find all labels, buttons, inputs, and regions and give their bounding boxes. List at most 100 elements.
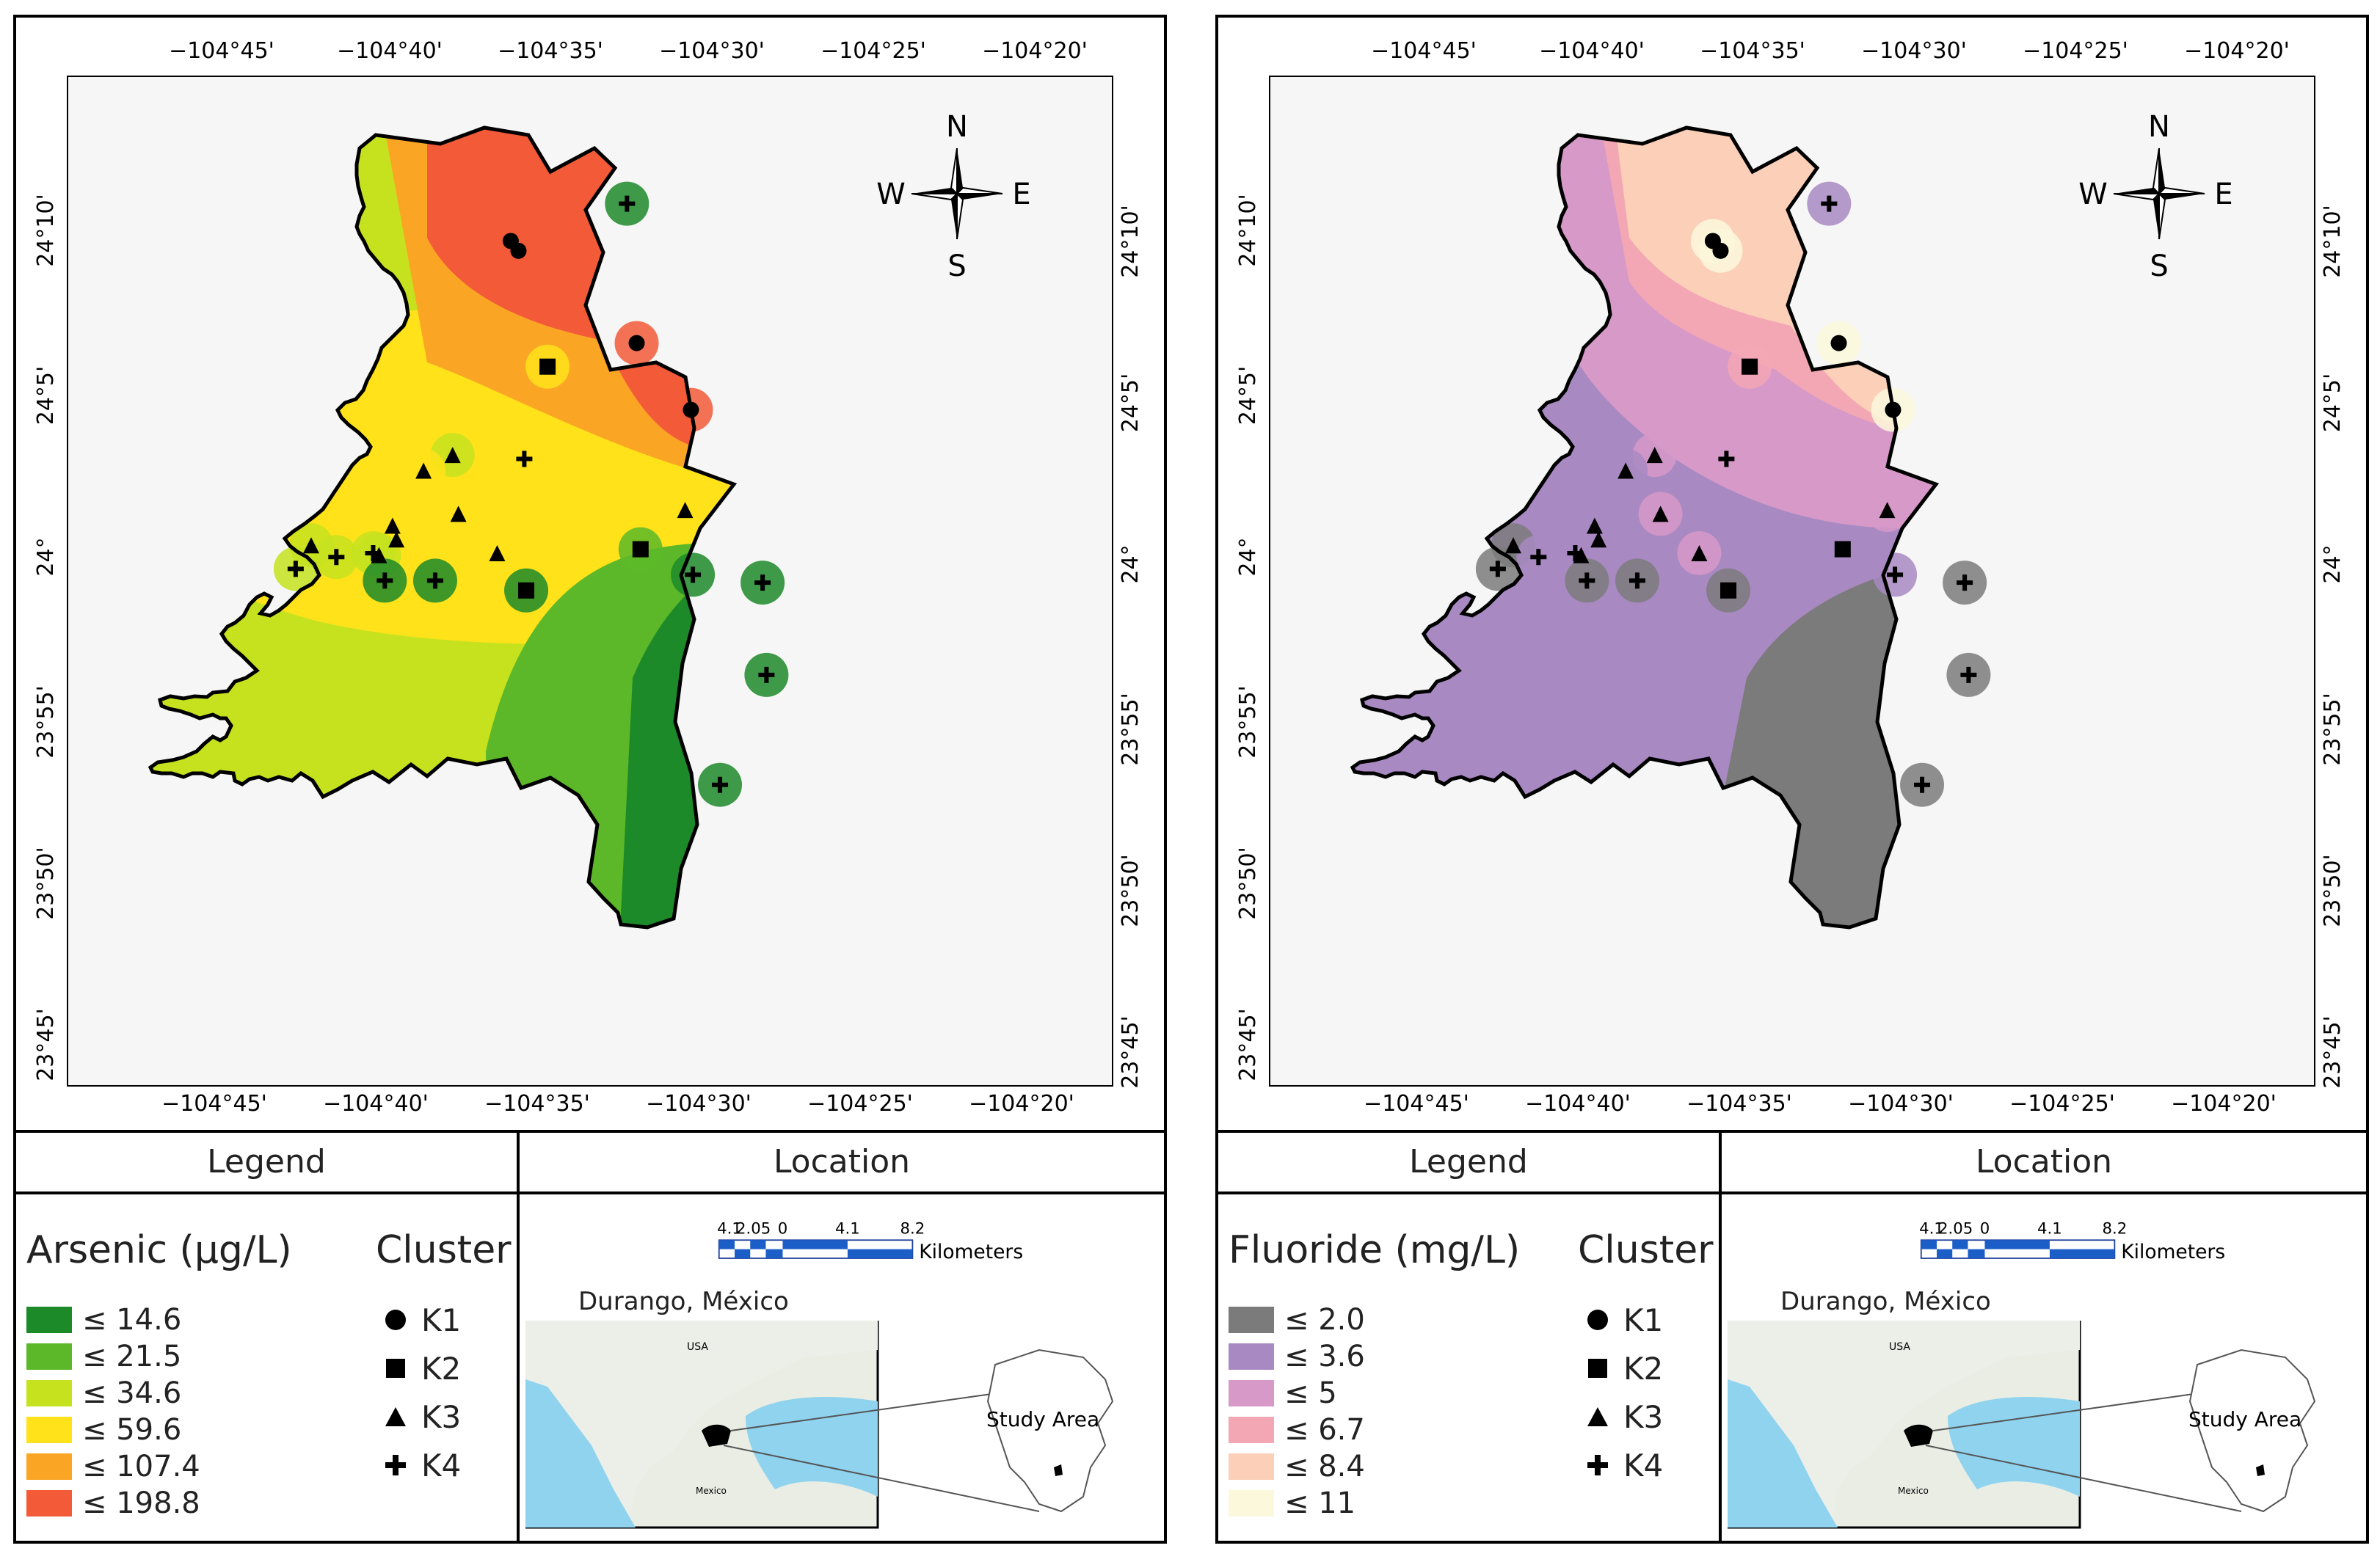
square-icon: [386, 1359, 405, 1378]
legend-class: ≤ 2.0: [1229, 1302, 1365, 1338]
cluster-k1: K1: [383, 1296, 461, 1344]
legend-class: ≤ 34.6: [26, 1375, 200, 1412]
legend-class: ≤ 3.6: [1229, 1338, 1365, 1375]
svg-text:−104°20': −104°20': [982, 38, 1088, 64]
arsenic-map-panel: N S E W −104°45' −104°40' −104°35' −104°…: [13, 15, 1167, 1544]
svg-text:23°55': 23°55': [2320, 693, 2346, 766]
svg-text:24°10': 24°10': [33, 194, 59, 267]
compass-n: N: [946, 110, 968, 144]
triangle-icon: [1587, 1407, 1608, 1426]
svg-text:24°5': 24°5': [2320, 373, 2346, 433]
sample-point-k4: [1628, 572, 1645, 589]
sample-point-k3: [384, 517, 401, 534]
svg-text:24°10': 24°10': [1235, 194, 1261, 267]
svg-text:−104°45': −104°45': [161, 1091, 267, 1117]
svg-text:23°45': 23°45': [1235, 1008, 1261, 1081]
sample-point-k3: [1691, 544, 1708, 561]
inset-usa-label: USA: [687, 1341, 708, 1353]
cluster-k2: K2: [383, 1344, 461, 1393]
scale-unit: Kilometers: [2121, 1241, 2225, 1263]
svg-text:4.1: 4.1: [835, 1219, 860, 1238]
svg-text:−104°35': −104°35': [498, 38, 603, 64]
circle-icon: [1587, 1310, 1608, 1330]
svg-text:−104°30': −104°30': [1848, 1091, 1954, 1117]
svg-text:23°55': 23°55': [33, 685, 59, 759]
class-list: ≤ 2.0 ≤ 3.6 ≤ 5 ≤ 6.7 ≤ 8.4 ≤ 11: [1229, 1302, 1365, 1522]
svg-text:23°55': 23°55': [1235, 685, 1261, 759]
legend-header: Legend: [16, 1133, 517, 1194]
sample-point-k4: [1957, 574, 1973, 591]
svg-text:23°45': 23°45': [2320, 1015, 2346, 1089]
longitude-ticks-bottom: −104°45' −104°40' −104°35' −104°30' −104…: [161, 1091, 1074, 1117]
svg-text:−104°35': −104°35': [484, 1091, 590, 1117]
compass-s: S: [947, 249, 966, 283]
svg-text:2.05: 2.05: [1938, 1219, 1973, 1238]
latitude-ticks-right: 24°10' 24°5' 24° 23°55' 23°50' 23°45': [1118, 205, 1143, 1089]
svg-text:−104°45': −104°45': [169, 38, 274, 64]
sample-point-k4: [685, 566, 702, 583]
location: Location 4.1 2.05 0 4.1 8.2 Kilometers D…: [520, 1133, 1164, 1544]
sample-point-k4: [365, 544, 382, 561]
sample-point-k3: [388, 531, 405, 548]
study-area-label: Study Area: [2188, 1407, 2301, 1431]
sample-point-k4: [712, 776, 729, 793]
sample-point-k4: [1960, 666, 1977, 683]
svg-text:23°45': 23°45': [33, 1008, 59, 1081]
sample-point-k4: [516, 450, 533, 467]
arsenic-map: N S E W −104°45' −104°40' −104°35' −104°…: [33, 38, 1143, 1117]
sample-point-k4: [328, 549, 345, 566]
svg-text:−104°20': −104°20': [2171, 1091, 2277, 1117]
sample-point-k4: [287, 561, 304, 577]
study-area-label: Study Area: [986, 1407, 1099, 1431]
inset-title: Durango, México: [1780, 1287, 1991, 1316]
svg-text:24°: 24°: [1235, 537, 1261, 576]
svg-text:−104°25': −104°25': [820, 38, 926, 64]
svg-text:24°5': 24°5': [1118, 373, 1143, 433]
location-inset: USA Mexico Study Area: [1728, 1321, 2316, 1529]
svg-text:23°50': 23°50': [1235, 847, 1261, 920]
fluoride-map: N S E W −104°45' −104°40' −104°35' −104°…: [1235, 38, 2346, 1117]
sample-point-k4: [1887, 566, 1904, 583]
sample-point-k1: [1712, 242, 1729, 259]
svg-text:23°50': 23°50': [1118, 854, 1143, 927]
sample-point-k4: [1914, 776, 1931, 793]
map-footer: Legend Fluoride (mg/L) Cluster ≤ 2.0 ≤ 3…: [1218, 1130, 2366, 1544]
svg-text:0: 0: [778, 1219, 788, 1238]
compass-rose: N S E W: [876, 110, 1030, 283]
compass-e: E: [1012, 178, 1030, 211]
scale-bar: 4.1 2.05 0 4.1 8.2 Kilometers: [1920, 1219, 2225, 1263]
circle-icon: [385, 1310, 406, 1330]
sample-point-k3: [1586, 517, 1603, 534]
sample-point-k3: [415, 462, 432, 479]
cluster-list: K1 K2 K3 K4: [1585, 1296, 1663, 1489]
sample-point-k3: [450, 506, 467, 522]
scale-unit: Kilometers: [919, 1241, 1023, 1263]
svg-text:−104°35': −104°35': [1700, 38, 1805, 64]
svg-text:−104°40': −104°40': [1539, 38, 1645, 64]
sample-point-k3: [1617, 462, 1634, 479]
svg-text:24°: 24°: [33, 537, 59, 576]
location-inset: USA Mexico Study Area: [525, 1321, 1114, 1529]
legend-header: Legend: [1218, 1133, 1719, 1194]
svg-text:−104°30': −104°30': [1861, 38, 1967, 64]
legend: Legend Fluoride (mg/L) Cluster ≤ 2.0 ≤ 3…: [1218, 1133, 1722, 1544]
sample-point-k1: [628, 335, 645, 351]
latitude-ticks-left: 24°10' 24°5' 24° 23°55' 23°50' 23°45': [1235, 194, 1261, 1081]
svg-text:−104°45': −104°45': [1364, 1091, 1469, 1117]
inset-mexico-label: Mexico: [1898, 1486, 1929, 1496]
svg-text:24°: 24°: [2320, 544, 2346, 583]
compass-e: E: [2214, 178, 2232, 211]
sample-point-k3: [1652, 506, 1669, 522]
cross-icon: [385, 1455, 406, 1475]
latitude-ticks-left: 24°10' 24°5' 24° 23°55' 23°50' 23°45': [33, 194, 59, 1081]
sample-point-k4: [426, 572, 443, 589]
sample-point-k2: [1742, 358, 1758, 375]
svg-text:23°50': 23°50': [33, 847, 59, 920]
legend-class: ≤ 8.4: [1229, 1448, 1365, 1485]
svg-text:−104°30': −104°30': [646, 1091, 752, 1117]
sample-point-k2: [632, 541, 649, 558]
inset-title: Durango, México: [578, 1287, 789, 1316]
cluster-k3: K3: [383, 1393, 461, 1441]
svg-text:24°10': 24°10': [1118, 205, 1143, 278]
legend-class: ≤ 5: [1229, 1375, 1365, 1412]
